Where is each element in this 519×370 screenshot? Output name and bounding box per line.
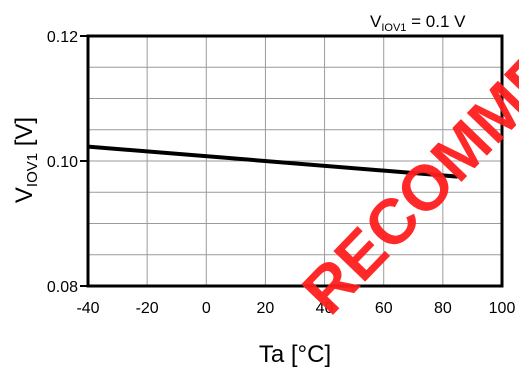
- y-tick-label: 0.12: [47, 29, 78, 46]
- x-axis-label: Ta [°C]: [259, 341, 331, 368]
- x-tick-label: 60: [375, 300, 393, 317]
- x-tick-label: 80: [434, 300, 452, 317]
- x-tick-label: -20: [136, 300, 159, 317]
- grid-lines: [87, 36, 503, 286]
- y-axis-label: VIOV1 [V]: [11, 117, 41, 203]
- series-line: [87, 144, 458, 179]
- series-layer: [87, 144, 458, 179]
- x-tick-label: 100: [489, 300, 516, 317]
- x-tick-label: 20: [257, 300, 275, 317]
- condition-label: VIOV1 = 0.1 V: [370, 12, 466, 34]
- x-tick-label: 0: [202, 300, 211, 317]
- x-tick-labels: -40 -20 0 20 40 60 80 100: [76, 300, 515, 317]
- y-tick-label: 0.10: [47, 154, 78, 171]
- x-tick-label: -40: [76, 300, 99, 317]
- y-tick-label: 0.08: [47, 279, 78, 296]
- x-tick-label: 40: [316, 300, 334, 317]
- y-tick-labels: 0.08 0.10 0.12: [47, 29, 88, 296]
